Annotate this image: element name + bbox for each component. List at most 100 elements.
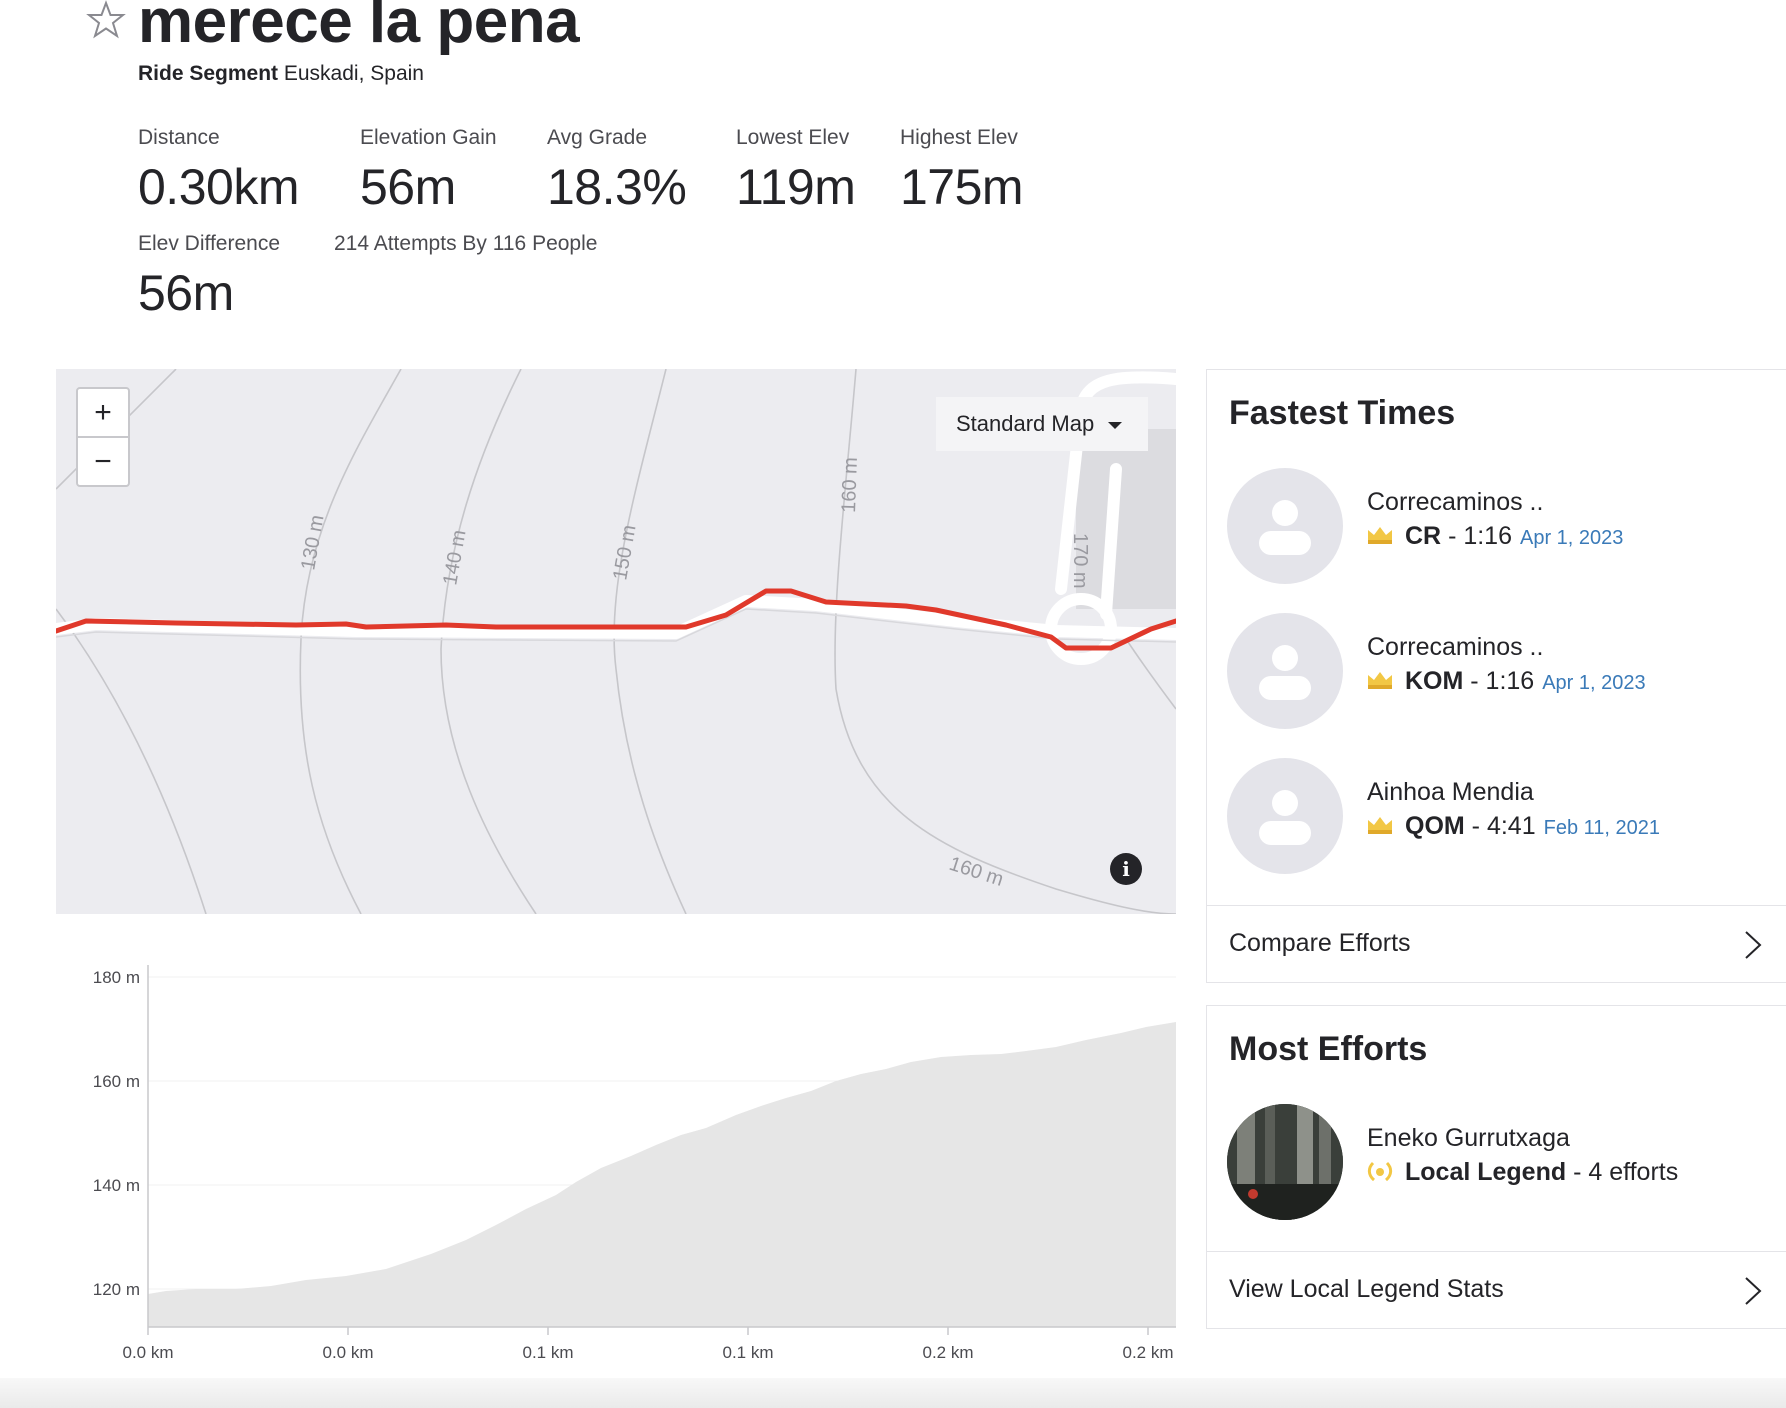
laurel-icon (1367, 1161, 1393, 1181)
effort-line: CR - 1:16 Apr 1, 2023 (1367, 522, 1623, 551)
user-icon (1259, 500, 1311, 555)
local-legend-entry[interactable]: Eneko Gurrutxaga Local Legend - 4 effort… (1227, 1104, 1786, 1220)
x-tick-label: 0.0 km (122, 1343, 173, 1362)
building (1076, 429, 1176, 609)
zoom-out-button[interactable]: − (94, 445, 112, 478)
leaderboard-entry[interactable]: Correcaminos .. KOM - 1:16 Apr 1, 2023 (1227, 613, 1786, 729)
view-local-legend-stats-link[interactable]: View Local Legend Stats (1207, 1251, 1786, 1327)
leaderboard-entry[interactable]: Ainhoa Mendia QOM - 4:41 Feb 11, 2021 (1227, 758, 1786, 874)
contour-label: 150 m (609, 523, 640, 582)
athlete-name[interactable]: Ainhoa Mendia (1367, 778, 1534, 806)
avatar[interactable] (1227, 468, 1343, 584)
x-tick-label: 0.2 km (922, 1343, 973, 1362)
y-tick-label: 140 m (93, 1176, 140, 1195)
rank-label: QOM (1405, 812, 1465, 840)
segment-map[interactable]: 130 m 140 m 150 m 160 m 170 m 160 m + − … (56, 369, 1176, 914)
attempts-count: 214 Attempts By 116 People (334, 232, 598, 255)
stat-label: Lowest Elev (736, 126, 850, 149)
athlete-name[interactable]: Correcaminos .. (1367, 633, 1544, 661)
info-icon[interactable]: i (1110, 853, 1142, 885)
fastest-times-heading: Fastest Times (1229, 394, 1456, 432)
y-tick-label: 160 m (93, 1072, 140, 1091)
most-efforts-panel: Most Efforts Eneko Gurrutxaga Local Lege… (1206, 1005, 1786, 1329)
athlete-name[interactable]: Correcaminos .. (1367, 488, 1544, 516)
contour-label: 160 m (838, 457, 862, 513)
effort-date-link[interactable]: Feb 11, 2021 (1543, 817, 1660, 839)
contour-line (1125, 638, 1176, 710)
stat-avg-grade: Avg Grade 18.3% (547, 126, 687, 216)
athlete-name[interactable]: Eneko Gurrutxaga (1367, 1124, 1570, 1152)
contour-label: 170 m (1069, 533, 1091, 589)
stat-label: Highest Elev (900, 126, 1018, 149)
elevation-area (148, 1022, 1176, 1327)
contour-line (299, 369, 402, 914)
stat-value: 56m (138, 265, 234, 321)
effort-line: QOM - 4:41 Feb 11, 2021 (1367, 812, 1660, 841)
leaderboard-entry[interactable]: Correcaminos .. CR - 1:16 Apr 1, 2023 (1227, 468, 1786, 584)
stat-value: 0.30km (138, 159, 299, 215)
stat-elevation-gain: Elevation Gain 56m (360, 126, 497, 216)
user-icon (1259, 645, 1311, 700)
segment-title: merece la pena (138, 0, 580, 56)
chevron-right-icon (1745, 1277, 1762, 1305)
x-tick-label: 0.1 km (722, 1343, 773, 1362)
zoom-in-button[interactable]: + (78, 389, 128, 438)
contour-line (613, 369, 687, 914)
stat-value: 175m (900, 159, 1024, 215)
avatar[interactable] (1227, 758, 1343, 874)
user-icon (1259, 790, 1311, 845)
legend-line: Local Legend - 4 efforts (1367, 1158, 1678, 1187)
avatar[interactable] (1227, 613, 1343, 729)
crown-icon (1368, 817, 1392, 834)
stat-elev-difference: Elev Difference 56m (138, 232, 280, 322)
stat-lowest-elev: Lowest Elev 119m (736, 126, 856, 216)
effort-date-link[interactable]: Apr 1, 2023 (1520, 527, 1624, 549)
stat-value: 56m (360, 159, 456, 215)
effort-time: - 1:16 (1448, 522, 1512, 550)
caret-down-icon (1108, 421, 1123, 429)
effort-count: - 4 efforts (1573, 1158, 1679, 1186)
zoom-control: + − (76, 387, 130, 487)
segment-route (56, 588, 1176, 651)
stat-highest-elev: Highest Elev 175m (900, 126, 1024, 216)
forest-photo (1227, 1104, 1343, 1220)
segment-type: Ride Segment (138, 62, 279, 85)
stat-label: Elevation Gain (360, 126, 497, 149)
view-local-legend-stats-label: View Local Legend Stats (1229, 1275, 1504, 1303)
star-icon[interactable] (86, 0, 126, 40)
rank-label: KOM (1405, 667, 1464, 695)
y-tick-label: 120 m (93, 1280, 140, 1299)
compare-efforts-label: Compare Efforts (1229, 929, 1411, 957)
legend-title: Local Legend (1405, 1158, 1567, 1186)
stat-label: Elev Difference (138, 232, 281, 255)
segment-location: Euskadi, Spain (283, 62, 424, 85)
y-tick-label: 180 m (93, 968, 140, 987)
stat-value: 119m (736, 159, 856, 215)
effort-time: - 1:16 (1470, 667, 1535, 695)
effort-time: - 4:41 (1471, 812, 1536, 840)
page-bottom-edge (0, 1378, 1786, 1408)
contour-line (834, 369, 1176, 914)
stat-distance: Distance 0.30km (138, 126, 299, 216)
stat-label: Avg Grade (547, 126, 648, 149)
rank-label: CR (1405, 522, 1442, 550)
fastest-times-panel: Fastest Times Correcaminos .. CR - 1:16 A… (1206, 369, 1786, 983)
compare-efforts-link[interactable]: Compare Efforts (1207, 905, 1786, 981)
avatar[interactable] (1227, 1104, 1343, 1220)
roundabout (1045, 593, 1117, 665)
elevation-profile[interactable]: 180 m 160 m 140 m 120 m 0.0 km 0.0 km 0.… (56, 945, 1176, 1375)
stat-label: Distance (138, 126, 220, 149)
chevron-right-icon (1745, 931, 1762, 959)
contour-label: 130 m (297, 513, 328, 572)
contour-line (56, 608, 207, 914)
x-tick-label: 0.0 km (322, 1343, 373, 1362)
road-edge (56, 608, 1176, 643)
stat-value: 18.3% (547, 159, 687, 215)
road (1100, 463, 1122, 620)
crown-icon (1368, 672, 1392, 689)
effort-date-link[interactable]: Apr 1, 2023 (1542, 672, 1646, 694)
contour-line (440, 369, 537, 914)
crown-icon (1368, 527, 1392, 544)
segment-subtitle: Ride Segment Euskadi, Spain (138, 62, 424, 86)
map-type-dropdown[interactable]: Standard Map (936, 397, 1148, 451)
